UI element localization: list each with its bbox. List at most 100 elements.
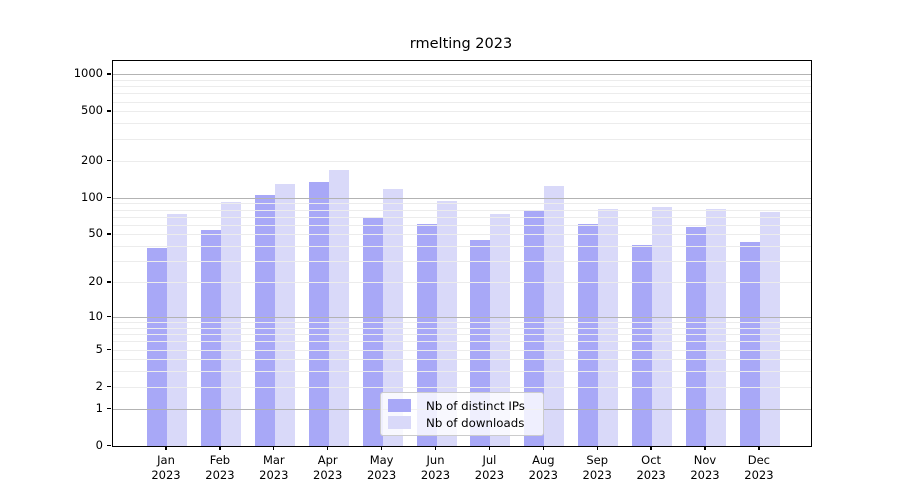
y-tick-20 bbox=[107, 281, 111, 283]
bar-downloads-jan bbox=[167, 214, 187, 446]
y-tick-label-5: 5 bbox=[95, 341, 103, 356]
gridline-minor-2 bbox=[113, 386, 811, 388]
gridline-minor-40 bbox=[113, 246, 811, 248]
legend-swatch-distinct-ips bbox=[388, 399, 411, 412]
month-label: Feb bbox=[209, 453, 231, 467]
gridline-minor-3 bbox=[113, 371, 811, 373]
legend-item-downloads: Nb of downloads bbox=[381, 416, 543, 430]
y-tick-1 bbox=[107, 407, 111, 410]
bar-downloads-jul bbox=[490, 213, 511, 446]
plot-area bbox=[112, 60, 812, 447]
gridline-minor-5 bbox=[113, 349, 811, 351]
x-tick-label-jul: Jul 2023 bbox=[457, 453, 521, 483]
x-tick-label-oct: Oct 2023 bbox=[619, 453, 683, 483]
bar-distinct-ips-may bbox=[362, 216, 383, 446]
bar-downloads-mar bbox=[274, 183, 295, 446]
gridline-minor-600 bbox=[113, 101, 811, 103]
legend-item-distinct-ips: Nb of distinct IPs bbox=[381, 399, 543, 413]
y-tick-5 bbox=[107, 348, 111, 350]
gridline-minor-300 bbox=[113, 138, 811, 140]
y-tick-50 bbox=[107, 233, 111, 235]
gridline-minor-20 bbox=[113, 282, 811, 284]
bar-distinct-ips-jan bbox=[147, 247, 167, 446]
month-label: Nov bbox=[693, 453, 717, 467]
x-tick-label-apr: Apr 2023 bbox=[296, 453, 360, 483]
year-label: 2023 bbox=[420, 468, 451, 482]
gridline-minor-500 bbox=[113, 111, 811, 113]
gridline-minor-9 bbox=[113, 322, 811, 324]
gridline-major-10 bbox=[113, 316, 811, 318]
gridline-minor-6 bbox=[113, 341, 811, 343]
x-tick-label-may: May 2023 bbox=[350, 453, 414, 483]
legend-label-distinct-ips: Nb of distinct IPs bbox=[426, 398, 525, 413]
bar-downloads-aug bbox=[544, 185, 565, 446]
y-tick-label-2: 2 bbox=[95, 378, 103, 393]
y-tick-100 bbox=[107, 196, 111, 199]
x-tick-label-dec: Dec 2023 bbox=[727, 453, 791, 483]
gridline-minor-400 bbox=[113, 123, 811, 125]
x-tick-label-mar: Mar 2023 bbox=[242, 453, 306, 483]
gridline-minor-900 bbox=[113, 79, 811, 81]
bar-distinct-ips-feb bbox=[200, 230, 221, 446]
bar-distinct-ips-mar bbox=[254, 194, 275, 446]
x-tick-jun bbox=[434, 446, 437, 451]
gridline-minor-8 bbox=[113, 327, 811, 329]
gridline-minor-200 bbox=[113, 160, 811, 162]
bar-downloads-sep bbox=[598, 208, 619, 446]
y-tick-10 bbox=[107, 315, 111, 318]
gridline-minor-700 bbox=[113, 93, 811, 95]
x-tick-label-sep: Sep 2023 bbox=[565, 453, 629, 483]
gridline-minor-4 bbox=[113, 359, 811, 361]
x-tick-label-jan: Jan 2023 bbox=[134, 453, 198, 483]
bar-downloads-feb bbox=[220, 201, 241, 446]
y-tick-label-20: 20 bbox=[88, 274, 103, 289]
month-label: Aug bbox=[532, 453, 555, 467]
y-tick-label-1000: 1000 bbox=[73, 66, 103, 81]
month-label: Jul bbox=[482, 453, 497, 467]
bar-distinct-ips-nov bbox=[686, 226, 706, 446]
y-tick-1000 bbox=[107, 73, 111, 75]
year-label: 2023 bbox=[151, 468, 181, 482]
x-tick-label-jun: Jun 2023 bbox=[404, 453, 468, 483]
year-label: 2023 bbox=[259, 468, 289, 482]
y-tick-500 bbox=[107, 110, 111, 112]
x-tick-mar bbox=[273, 446, 275, 451]
bar-downloads-dec bbox=[759, 212, 780, 446]
x-tick-jul bbox=[488, 446, 491, 451]
year-label: 2023 bbox=[528, 468, 558, 482]
y-tick-label-50: 50 bbox=[88, 226, 103, 241]
y-tick-200 bbox=[107, 159, 111, 162]
gridline-minor-7 bbox=[113, 334, 811, 336]
y-tick-label-10: 10 bbox=[88, 308, 103, 323]
gridline-minor-60 bbox=[113, 224, 811, 226]
x-tick-jan bbox=[165, 446, 167, 451]
month-label: Sep bbox=[586, 453, 609, 467]
month-label: Oct bbox=[641, 453, 662, 467]
bar-downloads-nov bbox=[706, 208, 726, 446]
y-tick-label-500: 500 bbox=[81, 103, 103, 118]
gridline-major-100 bbox=[113, 197, 811, 199]
x-tick-apr bbox=[327, 446, 329, 451]
year-label: 2023 bbox=[636, 468, 666, 482]
month-label: May bbox=[369, 453, 394, 467]
x-tick-sep bbox=[596, 446, 598, 451]
year-label: 2023 bbox=[366, 468, 397, 482]
y-tick-2 bbox=[107, 385, 111, 388]
y-tick-label-0: 0 bbox=[95, 438, 103, 452]
gridline-minor-80 bbox=[113, 209, 811, 211]
chart-title: rmelting 2023 bbox=[409, 36, 513, 52]
year-label: 2023 bbox=[690, 468, 720, 482]
gridline-major-1000 bbox=[113, 74, 811, 76]
month-label: Jun bbox=[426, 453, 445, 467]
x-tick-dec bbox=[758, 446, 760, 451]
bar-distinct-ips-dec bbox=[739, 242, 760, 446]
month-label: Mar bbox=[262, 453, 285, 467]
bar-downloads-apr bbox=[328, 169, 349, 446]
month-label: Apr bbox=[317, 453, 338, 467]
x-tick-oct bbox=[650, 446, 652, 451]
year-label: 2023 bbox=[205, 468, 235, 482]
month-label: Dec bbox=[747, 453, 771, 467]
x-tick-label-feb: Feb 2023 bbox=[188, 453, 252, 483]
year-label: 2023 bbox=[313, 468, 343, 482]
